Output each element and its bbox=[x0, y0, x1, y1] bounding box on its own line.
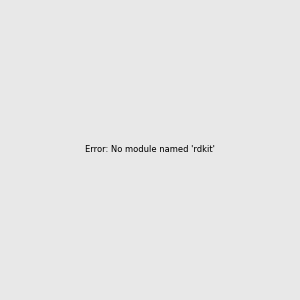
Text: Error: No module named 'rdkit': Error: No module named 'rdkit' bbox=[85, 146, 215, 154]
